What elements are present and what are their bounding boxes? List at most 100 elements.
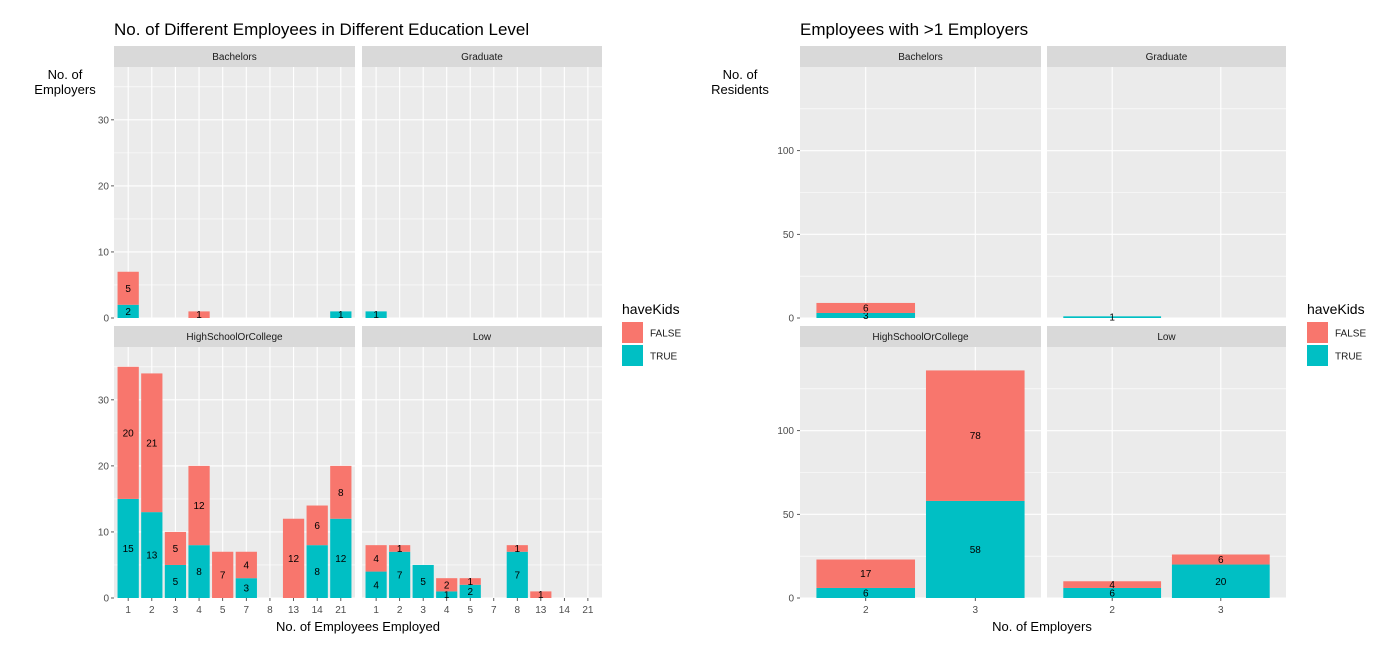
legend-key-false: [1307, 322, 1328, 343]
bar-value-label: 1: [538, 590, 544, 601]
bar-value-label: 5: [125, 284, 131, 295]
y-tick-label: 0: [788, 594, 794, 605]
x-axis-title: No. of Employees Employed: [276, 619, 440, 634]
facet-Graduate: Graduate 1: [1047, 46, 1286, 324]
bar-value-label: 8: [196, 567, 202, 578]
bar-value-label: 6: [863, 303, 869, 314]
chart-title: Employees with >1 Employers: [800, 20, 1028, 39]
panel-background: [114, 67, 355, 318]
facet-strip-label: HighSchoolOrCollege: [186, 332, 283, 343]
facet-strip: [114, 46, 355, 67]
bar-value-label: 4: [373, 580, 379, 591]
legend-key-true: [1307, 345, 1328, 366]
legend-title: haveKids: [622, 301, 680, 317]
bar-value-label: 6: [863, 588, 869, 599]
bar-value-label: 6: [314, 521, 320, 532]
x-tick-label: 5: [467, 605, 473, 616]
bar-false: [925, 370, 1025, 501]
bar-true: [506, 551, 528, 598]
y-tick-label: 0: [103, 314, 109, 325]
bar-value-label: 4: [244, 560, 250, 571]
x-tick-label: 21: [582, 605, 594, 616]
x-tick-label: 7: [244, 605, 250, 616]
bar-false: [1171, 554, 1270, 565]
bar-false: [212, 551, 234, 598]
bar-value-label: 3: [244, 584, 250, 595]
bar-false: [306, 505, 328, 546]
x-tick-label: 3: [173, 605, 179, 616]
bar-value-label: 15: [123, 544, 135, 555]
bar-value-label: 6: [1218, 555, 1224, 566]
x-tick-label: 1: [373, 605, 379, 616]
bar-value-label: 1: [1109, 313, 1115, 324]
bar-true: [436, 591, 458, 598]
bar-true: [330, 518, 352, 598]
facet-Bachelors: Bachelors 0 10 20 30 2 5 1 1: [98, 46, 355, 325]
bar-false: [389, 545, 411, 552]
x-tick-label: 4: [444, 605, 450, 616]
facet-strip: [362, 46, 602, 67]
bar-value-label: 58: [970, 545, 982, 556]
bar-value-label: 8: [338, 488, 344, 499]
x-tick-label: 2: [149, 605, 155, 616]
bar-value-label: 12: [335, 554, 347, 565]
bar-false: [188, 465, 210, 546]
y-axis-title: No. of Employers: [34, 67, 96, 97]
bar-true: [1063, 587, 1162, 598]
bar-value-label: 1: [397, 544, 403, 555]
bar-value-label: 2: [467, 587, 473, 598]
y-tick-label: 0: [103, 594, 109, 605]
bar-true: [306, 545, 328, 598]
bar-true: [412, 564, 434, 598]
bar-value-label: 5: [173, 577, 179, 588]
bar-true: [816, 312, 916, 318]
bar-false: [506, 545, 528, 552]
bar-true: [117, 304, 139, 318]
bar-false: [282, 518, 305, 598]
bar-false: [235, 551, 257, 579]
bar-value-label: 4: [1109, 580, 1115, 591]
bar-value-label: 2: [444, 580, 450, 591]
bar-false: [436, 578, 458, 592]
bar-false: [117, 271, 139, 305]
legend-title: haveKids: [1307, 301, 1365, 317]
x-tick-label: 5: [220, 605, 226, 616]
bar-value-label: 21: [146, 438, 158, 449]
bar-true: [816, 587, 916, 598]
bar-value-label: 4: [373, 554, 379, 565]
bar-false: [530, 591, 552, 598]
bar-false: [330, 465, 352, 519]
bar-value-label: 1: [515, 544, 521, 555]
y-tick-label: 10: [98, 247, 110, 258]
y-tick-label: 50: [783, 230, 795, 241]
x-tick-label: 2: [397, 605, 403, 616]
bar-true: [330, 311, 352, 318]
facet-strip-label: Low: [473, 332, 492, 343]
bar-value-label: 1: [373, 310, 379, 321]
bar-value-label: 8: [314, 567, 320, 578]
facet-strip-label: Low: [1157, 332, 1176, 343]
facet-strip-label: Graduate: [461, 52, 503, 63]
bar-value-label: 20: [1215, 577, 1227, 588]
bar-false: [365, 545, 387, 572]
chart-1: No. of Different Employees in Different …: [34, 20, 681, 634]
bar-value-label: 12: [193, 501, 205, 512]
bar-value-label: 7: [515, 570, 521, 581]
legend-label: TRUE: [650, 352, 678, 363]
bar-true: [459, 584, 481, 598]
bar-true: [117, 498, 139, 598]
x-tick-label: 2: [1109, 605, 1115, 616]
y-axis-title: No. of Residents: [711, 67, 769, 97]
bar-true: [1063, 316, 1162, 318]
x-tick-label: 1: [125, 605, 131, 616]
x-tick-label: 14: [559, 605, 571, 616]
bar-false: [816, 302, 916, 313]
facet-strip: [1047, 326, 1286, 347]
y-tick-label: 0: [788, 314, 794, 325]
x-tick-label: 13: [535, 605, 547, 616]
bar-false: [164, 531, 187, 565]
bar-value-label: 7: [220, 570, 226, 581]
facet-HighSchoolOrCollege: HighSchoolOrCollege 0 50 100 2 3 6 17 58 78: [777, 326, 1041, 616]
bar-false: [117, 366, 139, 499]
